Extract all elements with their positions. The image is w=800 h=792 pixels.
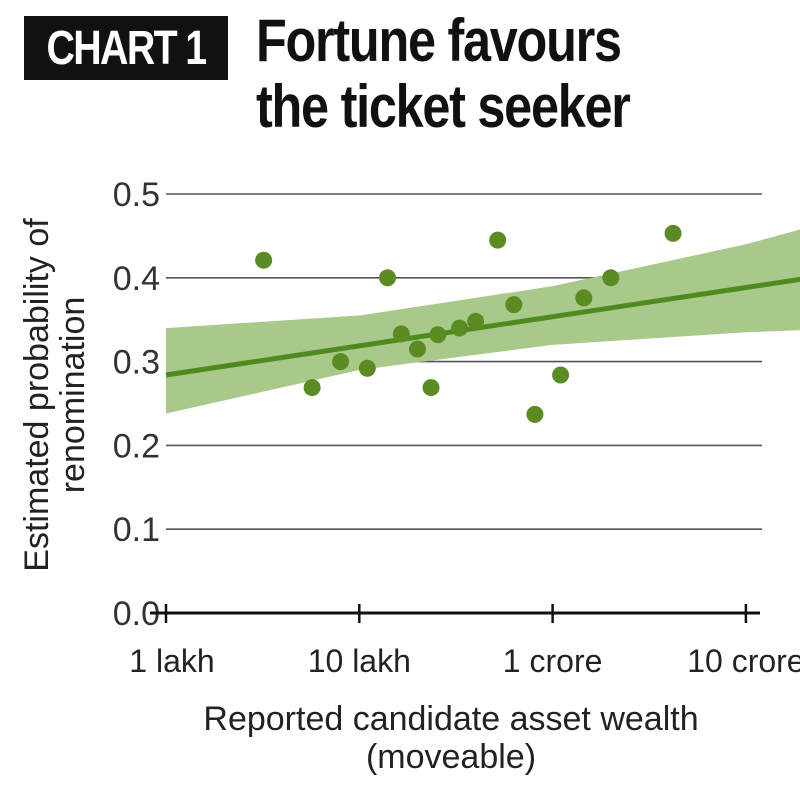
- data-point-7: [422, 379, 440, 397]
- x-tick-label-3: 10 crore: [687, 643, 800, 679]
- fit-line: [165, 276, 800, 378]
- y-tick-labels: 0.00.10.20.30.40.5: [113, 176, 160, 633]
- data-point-15: [575, 289, 593, 307]
- data-point-13: [526, 405, 544, 423]
- x-axis-label-line-2: (moveable): [366, 738, 536, 776]
- grid-lines: [166, 193, 762, 531]
- x-tick-label-0: 1 lakh: [129, 643, 214, 679]
- y-axis-label-line-2: renomination: [54, 297, 92, 494]
- chart-title: Fortune favours the ticket seeker: [256, 8, 796, 140]
- data-points: [255, 224, 682, 423]
- x-tick-label-1: 10 lakh: [308, 643, 411, 679]
- x-axis-label-line-1: Reported candidate asset wealth: [203, 700, 698, 738]
- y-tick-label-2: 0.2: [113, 427, 160, 465]
- data-point-17: [664, 224, 682, 242]
- y-tick-label-1: 0.1: [113, 511, 160, 549]
- data-point-2: [332, 353, 350, 371]
- data-point-5: [392, 325, 410, 343]
- x-ticks: 1 lakh 10 lakh 1 crore 10 crore: [129, 604, 800, 679]
- title-line-1: Fortune favours: [256, 7, 622, 74]
- data-point-11: [489, 231, 507, 249]
- data-point-10: [467, 312, 485, 330]
- x-tick-label-2: 1 crore: [503, 643, 603, 679]
- y-tick-label-4: 0.4: [113, 260, 160, 298]
- data-point-6: [408, 340, 426, 358]
- data-point-3: [358, 359, 376, 377]
- data-point-4: [379, 269, 397, 287]
- data-point-16: [602, 269, 620, 287]
- data-point-0: [255, 251, 273, 269]
- y-tick-label-3: 0.3: [113, 344, 160, 382]
- data-point-12: [505, 296, 523, 314]
- y-tick-label-5: 0.5: [113, 176, 160, 214]
- data-point-9: [451, 319, 469, 337]
- data-point-8: [429, 326, 447, 344]
- badge-label: CHART 1: [46, 21, 207, 75]
- confidence-band: [166, 229, 800, 414]
- y-axis-label-line-1: Estimated probability of: [18, 218, 56, 572]
- data-point-14: [552, 366, 570, 384]
- chart-number-badge: CHART 1: [24, 16, 228, 80]
- title-line-2: the ticket seeker: [256, 73, 631, 140]
- data-point-1: [303, 379, 321, 397]
